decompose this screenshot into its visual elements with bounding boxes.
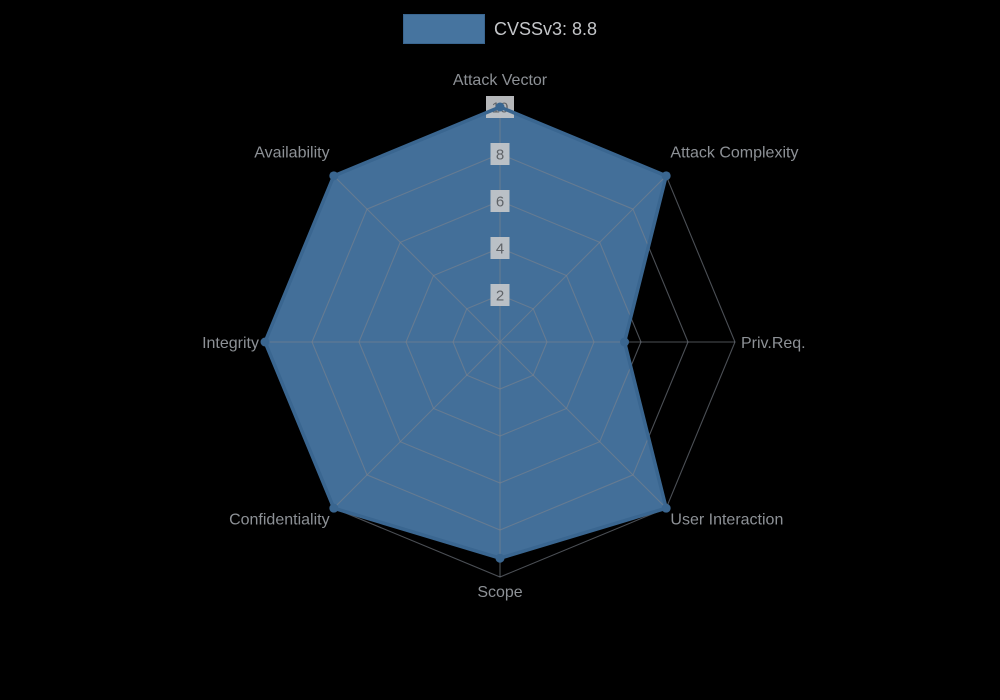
tick-label: 6 — [496, 194, 504, 211]
axis-label-attack-vector: Attack Vector — [453, 72, 548, 89]
axis-label-user-interaction: User Interaction — [670, 512, 783, 529]
angle-line — [499, 341, 667, 509]
axis-label-confidentiality: Confidentiality — [229, 512, 330, 529]
data-point — [620, 337, 630, 347]
data-point — [260, 337, 270, 347]
radar-axis-label-layer: Attack Vector Attack Complexity Priv.Req. U… — [202, 72, 806, 601]
angle-line — [333, 341, 501, 509]
tick-backdrop — [490, 237, 510, 259]
tick-label: 8 — [496, 147, 504, 164]
radar-fill-layer — [265, 107, 667, 559]
legend-label: CVSSv3: 8.8 — [493, 18, 598, 39]
axis-label-integrity: Integrity — [202, 335, 259, 352]
radar-point-layer — [260, 102, 671, 563]
angle-line — [333, 175, 501, 343]
angle-line — [499, 175, 667, 343]
data-point — [495, 553, 505, 563]
data-point — [329, 503, 339, 513]
data-point — [661, 171, 671, 181]
legend-color-box — [402, 14, 485, 44]
tick-label: 2 — [496, 288, 504, 305]
axis-label-priv-req: Priv.Req. — [741, 335, 806, 352]
tick-label: 4 — [496, 241, 504, 258]
tick-backdrop — [490, 143, 510, 165]
tick-backdrop — [490, 190, 510, 212]
data-point — [329, 171, 339, 181]
data-point — [495, 102, 505, 112]
chart-legend[interactable]: CVSSv3: 8.8 — [0, 14, 1000, 44]
axis-label-attack-complexity: Attack Complexity — [670, 144, 798, 161]
data-area — [265, 107, 667, 559]
tick-backdrop — [490, 284, 510, 306]
axis-label-availability: Availability — [254, 144, 329, 161]
axis-label-scope: Scope — [477, 584, 522, 601]
data-point — [661, 503, 671, 513]
